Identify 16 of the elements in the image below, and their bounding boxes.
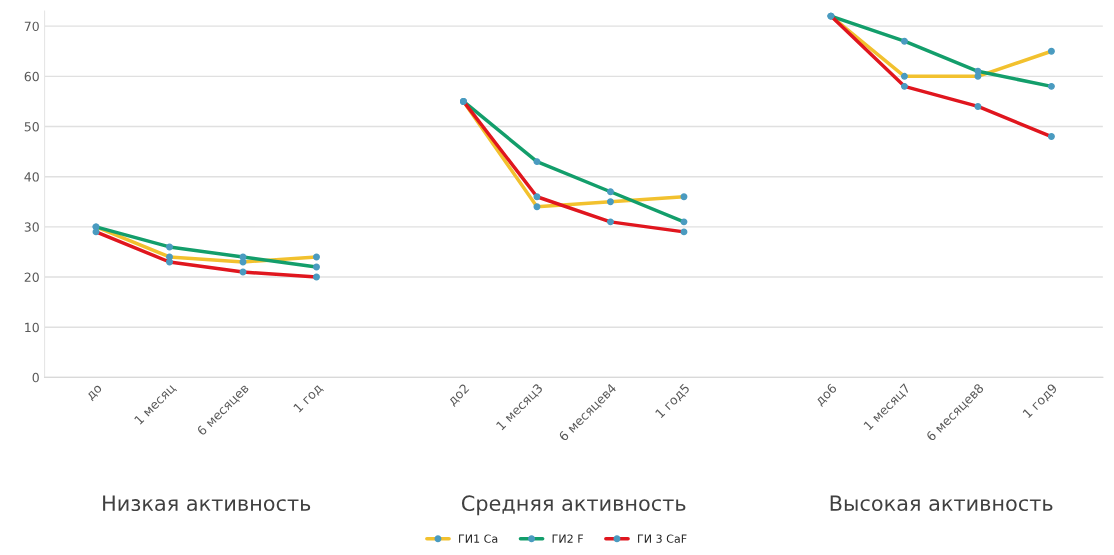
text: Средняя активность: [461, 495, 686, 516]
text: Низкая активность: [103, 495, 311, 512]
y-tick-label: 30: [24, 222, 39, 232]
text: Высокая активность: [830, 495, 1053, 512]
y-tick-label: 60: [24, 71, 39, 82]
y-tick-label: 0: [32, 372, 39, 383]
y-tick-label: 50: [24, 121, 39, 132]
y-tick-label: 40: [24, 172, 39, 182]
legend-label: ГИ2 F: [552, 534, 583, 543]
x-tick-label: до: [86, 384, 104, 402]
x-tick-label: 1 год: [293, 383, 324, 414]
legend-label: ГИ1 Ca: [459, 534, 498, 543]
y-tick-label: 20: [24, 272, 39, 282]
y-tick-label: 70: [24, 21, 39, 32]
legend-label: ГИ 3 CaF: [638, 534, 687, 543]
y-tick-label: 10: [25, 322, 39, 333]
